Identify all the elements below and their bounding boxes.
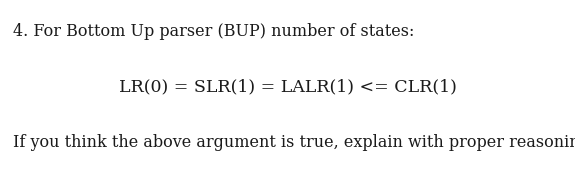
- Text: 4. For Bottom Up parser (BUP) number of states:: 4. For Bottom Up parser (BUP) number of …: [13, 23, 414, 40]
- Text: LR(0) = SLR(1) = LALR(1) <= CLR(1): LR(0) = SLR(1) = LALR(1) <= CLR(1): [118, 78, 457, 96]
- Text: If you think the above argument is true, explain with proper reasoning.: If you think the above argument is true,…: [13, 134, 575, 151]
